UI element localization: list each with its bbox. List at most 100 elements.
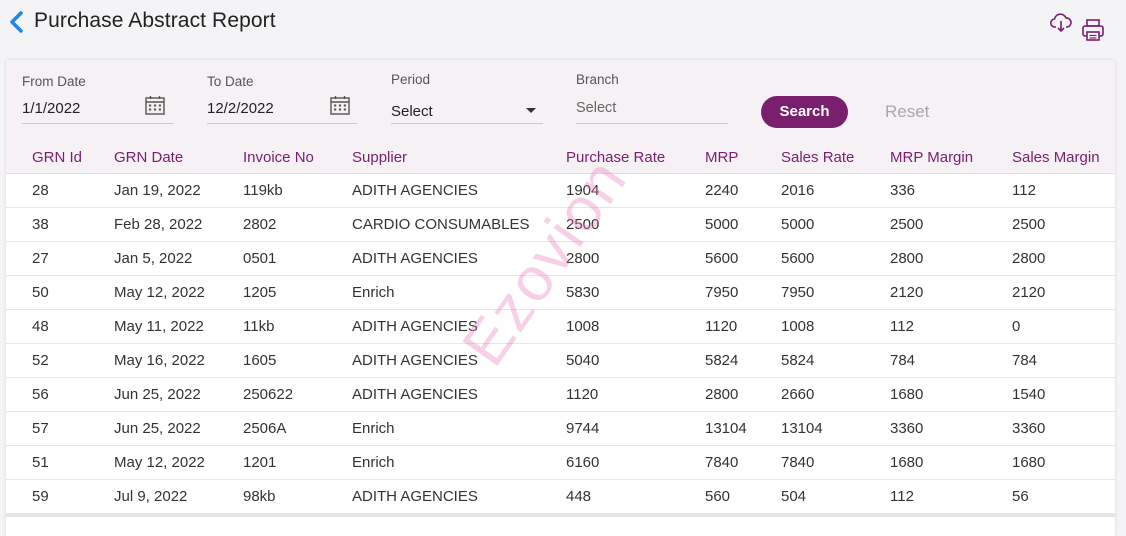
cell-purchase-rate: 2500 — [566, 216, 600, 233]
chevron-down-icon[interactable] — [526, 108, 536, 113]
cell-sales-margin: 2120 — [1012, 284, 1046, 301]
to-date-label: To Date — [207, 74, 254, 89]
cell-sales-margin: 3360 — [1012, 420, 1046, 437]
cell-supplier: Enrich — [352, 420, 395, 437]
to-date-input[interactable]: 12/2/2022 — [207, 100, 274, 117]
cell-supplier: CARDIO CONSUMABLES — [352, 216, 530, 233]
period-label: Period — [391, 72, 431, 87]
cloud-download-icon[interactable] — [1050, 13, 1072, 33]
table-row[interactable]: 57 Jun 25, 2022 2506A Enrich 9744 13104 … — [6, 412, 1115, 446]
cell-sales-rate: 504 — [781, 488, 807, 505]
cell-mrp: 2800 — [705, 386, 739, 403]
cell-purchase-rate: 5040 — [566, 352, 600, 369]
from-date-input[interactable]: 1/1/2022 — [22, 100, 81, 117]
column-header-purchase-rate[interactable]: Purchase Rate — [566, 149, 666, 166]
search-button[interactable]: Search — [761, 96, 848, 128]
cell-mrp-margin: 2500 — [890, 216, 924, 233]
cell-invoice-no: 250622 — [243, 386, 294, 403]
table-row[interactable]: 48 May 11, 2022 11kb ADITH AGENCIES 1008… — [6, 310, 1115, 344]
cell-purchase-rate: 1904 — [566, 182, 600, 199]
cell-grn-date: Jun 25, 2022 — [114, 386, 201, 403]
cell-grn-id: 56 — [32, 386, 49, 403]
back-arrow-icon[interactable] — [8, 11, 24, 33]
cell-mrp-margin: 2800 — [890, 250, 924, 267]
cell-supplier: ADITH AGENCIES — [352, 352, 478, 369]
cell-grn-date: Jul 9, 2022 — [114, 488, 188, 505]
from-date-field[interactable]: From Date 1/1/2022 — [22, 74, 174, 124]
branch-label: Branch — [576, 72, 619, 87]
period-underline — [391, 123, 543, 124]
column-header-supplier[interactable]: Supplier — [352, 149, 408, 166]
printer-icon[interactable] — [1081, 17, 1105, 43]
cell-mrp: 7950 — [705, 284, 739, 301]
branch-field[interactable]: Branch Select — [576, 72, 728, 124]
from-date-label: From Date — [22, 74, 86, 89]
cell-sales-rate: 2660 — [781, 386, 815, 403]
cell-sales-rate: 2016 — [781, 182, 815, 199]
table-row[interactable]: 59 Jul 9, 2022 98kb ADITH AGENCIES 448 5… — [6, 480, 1115, 514]
cell-purchase-rate: 448 — [566, 488, 592, 505]
cell-invoice-no: 1201 — [243, 454, 277, 471]
cell-grn-date: Jun 25, 2022 — [114, 420, 201, 437]
table-row[interactable]: 51 May 12, 2022 1201 Enrich 6160 7840 78… — [6, 446, 1115, 480]
cell-invoice-no: 0501 — [243, 250, 277, 267]
column-header-grn-date[interactable]: GRN Date — [114, 149, 184, 166]
column-header-sales-margin[interactable]: Sales Margin — [1012, 149, 1100, 166]
column-header-mrp[interactable]: MRP — [705, 149, 739, 166]
cell-sales-rate: 7840 — [781, 454, 815, 471]
cell-grn-date: Jan 19, 2022 — [114, 182, 201, 199]
cell-mrp-margin: 112 — [890, 318, 914, 335]
table-row[interactable]: 27 Jan 5, 2022 0501 ADITH AGENCIES 2800 … — [6, 242, 1115, 276]
cell-mrp: 13104 — [705, 420, 747, 437]
reset-button[interactable]: Reset — [885, 102, 930, 121]
cell-invoice-no: 2802 — [243, 216, 277, 233]
cell-grn-id: 27 — [32, 250, 49, 267]
calendar-icon[interactable] — [330, 95, 350, 115]
cell-grn-date: May 12, 2022 — [114, 454, 205, 471]
table-row[interactable]: 50 May 12, 2022 1205 Enrich 5830 7950 79… — [6, 276, 1115, 310]
cell-grn-id: 38 — [32, 216, 49, 233]
cell-purchase-rate: 1120 — [566, 386, 599, 403]
cell-mrp-margin: 112 — [890, 488, 914, 505]
table-row[interactable]: 28 Jan 19, 2022 119kb ADITH AGENCIES 190… — [6, 174, 1115, 208]
column-header-sales-rate[interactable]: Sales Rate — [781, 149, 855, 166]
column-header-grn-id[interactable]: GRN Id — [32, 149, 83, 166]
cell-purchase-rate: 9744 — [566, 420, 600, 437]
period-value[interactable]: Select — [391, 103, 433, 120]
top-bar: Purchase Abstract Report — [0, 0, 1126, 48]
cell-sales-rate: 5824 — [781, 352, 815, 369]
table-row[interactable]: 52 May 16, 2022 1605 ADITH AGENCIES 5040… — [6, 344, 1115, 378]
column-header-mrp-margin[interactable]: MRP Margin — [890, 149, 974, 166]
period-select[interactable]: Period Select — [391, 72, 543, 124]
cell-supplier: ADITH AGENCIES — [352, 386, 478, 403]
cell-grn-date: May 12, 2022 — [114, 284, 205, 301]
cell-grn-date: May 16, 2022 — [114, 352, 205, 369]
cell-sales-margin: 56 — [1012, 488, 1029, 505]
cell-mrp-margin: 784 — [890, 352, 916, 369]
branch-underline — [576, 123, 728, 124]
table-row[interactable]: 38 Feb 28, 2022 2802 CARDIO CONSUMABLES … — [6, 208, 1115, 242]
cell-grn-id: 52 — [32, 352, 49, 369]
cell-grn-date: Jan 5, 2022 — [114, 250, 193, 267]
cell-supplier: Enrich — [352, 284, 395, 301]
column-header-invoice-no[interactable]: Invoice No — [243, 149, 314, 166]
cell-invoice-no: 2506A — [243, 420, 287, 437]
calendar-icon[interactable] — [145, 95, 165, 115]
report-card: From Date 1/1/2022 To Date 12/2/2022 — [6, 60, 1115, 536]
to-date-field[interactable]: To Date 12/2/2022 — [207, 74, 357, 124]
cell-mrp: 2240 — [705, 182, 739, 199]
cell-mrp-margin: 1680 — [890, 386, 924, 403]
cell-supplier: Enrich — [352, 454, 395, 471]
cell-invoice-no: 98kb — [243, 488, 276, 505]
table-row[interactable]: 56 Jun 25, 2022 250622 ADITH AGENCIES 11… — [6, 378, 1115, 412]
cell-mrp: 5600 — [705, 250, 739, 267]
cell-sales-margin: 112 — [1012, 182, 1036, 199]
cell-supplier: ADITH AGENCIES — [352, 250, 478, 267]
branch-input[interactable]: Select — [576, 100, 617, 116]
cell-mrp-margin: 3360 — [890, 420, 924, 437]
cell-mrp: 5000 — [705, 216, 739, 233]
cell-grn-date: May 11, 2022 — [114, 318, 204, 335]
cell-grn-id: 57 — [32, 420, 49, 437]
cell-grn-id: 51 — [32, 454, 49, 471]
cell-supplier: ADITH AGENCIES — [352, 318, 478, 335]
